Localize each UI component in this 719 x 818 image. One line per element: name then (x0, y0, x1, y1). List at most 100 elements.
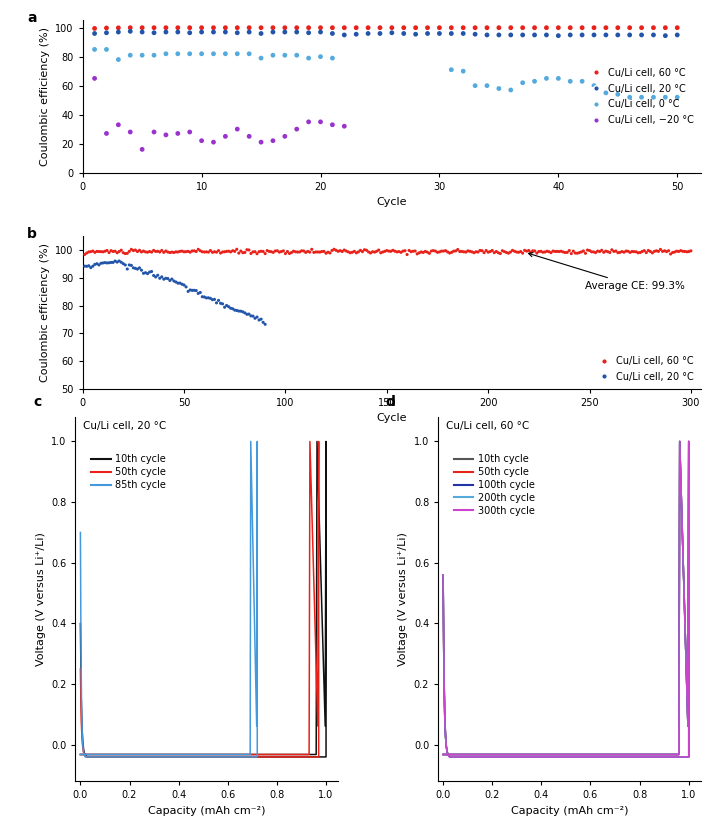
Point (413, 246, 425, 259)
X-axis label: Cycle: Cycle (377, 197, 407, 207)
Point (481, 79, 493, 92)
Point (588, 245, 600, 258)
Point (505, 21, 516, 34)
Point (537, 245, 549, 258)
Point (490, 245, 502, 258)
Point (124, 258, 135, 272)
Point (152, 269, 163, 282)
Point (434, 245, 445, 258)
Point (588, 21, 600, 34)
Point (270, 245, 281, 258)
Point (113, 21, 124, 34)
Point (267, 49, 279, 62)
Point (393, 245, 405, 258)
Point (446, 21, 457, 34)
Point (206, 245, 218, 258)
Point (598, 245, 610, 258)
Point (206, 293, 218, 306)
Point (493, 246, 504, 259)
Point (285, 246, 297, 259)
Point (178, 278, 190, 291)
Point (488, 246, 500, 259)
Point (614, 245, 626, 258)
Point (267, 246, 279, 259)
Point (653, 245, 664, 258)
Point (119, 247, 131, 260)
Point (208, 47, 219, 61)
Point (111, 255, 123, 268)
Text: a: a (27, 11, 37, 25)
Point (365, 246, 376, 259)
Point (482, 245, 494, 258)
Point (371, 245, 383, 258)
Point (303, 26, 314, 39)
Point (209, 293, 220, 306)
Point (113, 119, 124, 132)
Point (645, 245, 656, 258)
Point (476, 245, 487, 258)
Point (126, 243, 137, 256)
Point (386, 21, 398, 34)
Point (138, 245, 150, 258)
Text: d: d (385, 395, 395, 409)
Point (272, 245, 283, 258)
Point (442, 245, 454, 258)
Point (229, 245, 240, 258)
Point (347, 245, 358, 258)
Point (624, 246, 636, 259)
Point (139, 245, 151, 258)
Point (487, 244, 498, 257)
Point (436, 245, 447, 258)
Point (422, 27, 434, 40)
Point (255, 245, 267, 258)
Point (208, 136, 219, 149)
Point (198, 245, 210, 258)
Point (231, 243, 242, 256)
Point (132, 245, 143, 258)
Point (450, 245, 462, 258)
Point (124, 49, 136, 62)
Point (291, 49, 303, 62)
Point (303, 52, 314, 65)
Point (549, 245, 561, 258)
Point (646, 246, 658, 259)
Point (107, 256, 119, 269)
Point (172, 47, 183, 61)
Point (330, 244, 342, 257)
Point (247, 245, 259, 258)
Point (332, 245, 344, 258)
Point (339, 21, 350, 34)
Point (221, 299, 232, 312)
Point (564, 74, 576, 88)
Point (462, 245, 474, 258)
Point (191, 284, 202, 297)
Point (183, 245, 194, 258)
Point (510, 245, 522, 258)
Point (408, 245, 419, 258)
Point (79, 259, 91, 272)
Point (257, 316, 269, 329)
Point (582, 244, 593, 257)
Point (480, 244, 492, 257)
Point (158, 246, 170, 259)
Point (124, 125, 136, 138)
Point (279, 21, 290, 34)
Point (168, 275, 180, 288)
Point (101, 244, 113, 257)
Point (244, 25, 255, 38)
Point (418, 246, 429, 259)
Point (83, 245, 94, 258)
Point (150, 271, 162, 284)
Point (255, 27, 267, 40)
Point (523, 244, 534, 257)
Point (456, 245, 467, 258)
Point (600, 21, 612, 34)
Point (245, 309, 257, 322)
Point (633, 246, 644, 259)
Point (227, 244, 239, 257)
Point (223, 245, 234, 258)
Point (399, 245, 411, 258)
Point (470, 21, 481, 34)
Point (574, 246, 585, 259)
Point (291, 25, 303, 38)
